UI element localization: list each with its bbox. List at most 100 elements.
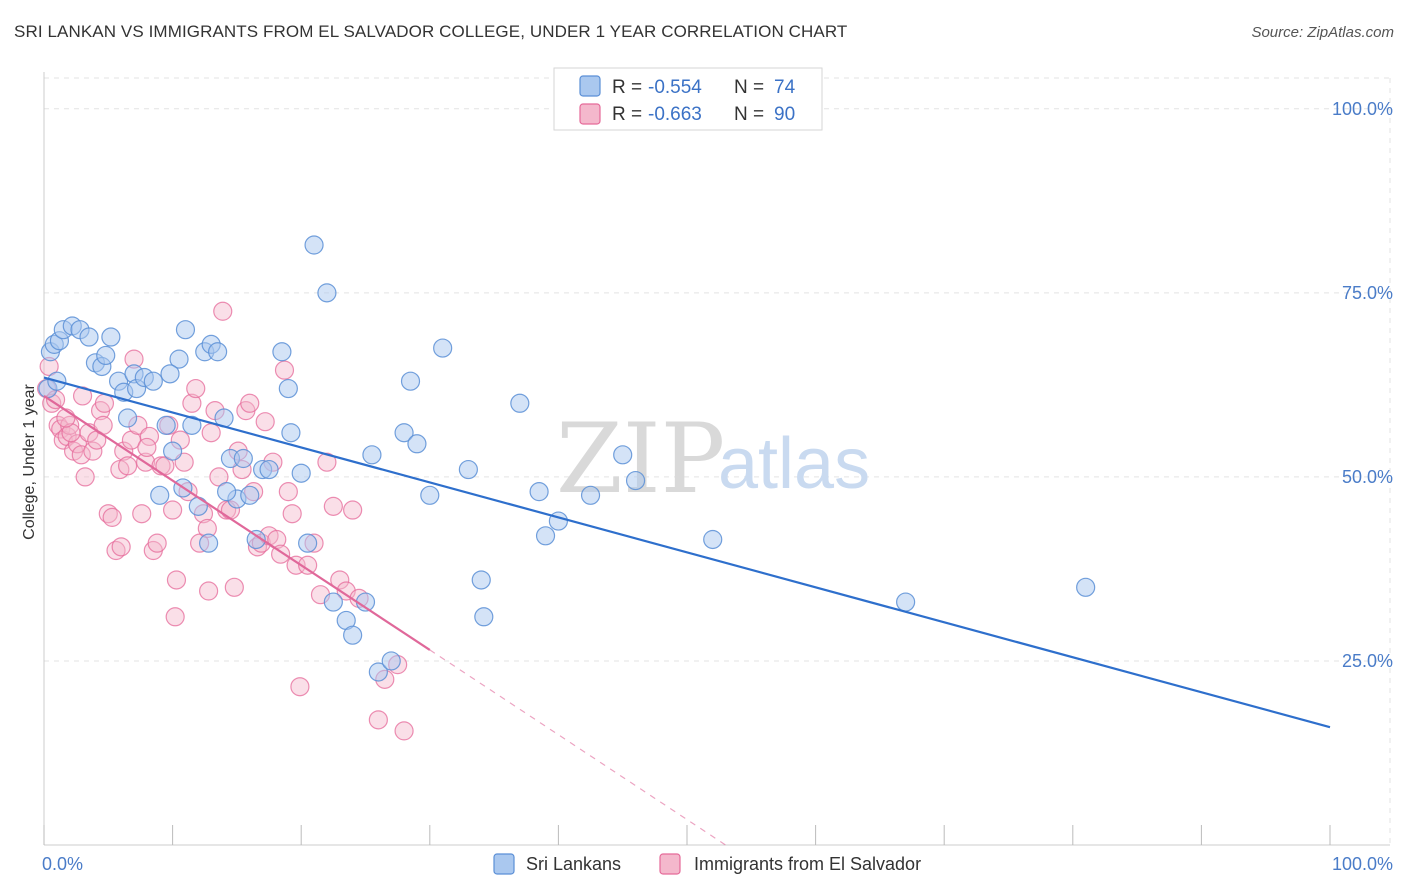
point-el-salvador-73 xyxy=(323,496,343,516)
point-sri-lankans-54 xyxy=(400,371,421,391)
point-el-salvador-72 xyxy=(317,452,337,472)
point-el-salvador-82 xyxy=(165,607,185,627)
x-tick-labels: 0.0% 100.0% xyxy=(42,854,1393,874)
point-sri-lankans-51 xyxy=(368,662,388,682)
watermark-zip: ZIP xyxy=(556,403,725,515)
point-sri-lankans-20 xyxy=(156,415,176,435)
point-el-salvador-83 xyxy=(199,581,219,601)
point-el-salvador-23 xyxy=(117,456,138,476)
point-el-salvador-59 xyxy=(255,412,275,432)
point-el-salvador-81 xyxy=(394,721,414,741)
point-sri-lankans-53 xyxy=(394,423,414,443)
point-el-salvador-17 xyxy=(94,393,115,413)
point-el-salvador-31 xyxy=(147,533,167,553)
point-sri-lankans-61 xyxy=(510,393,530,413)
watermark: ZIP atlas xyxy=(556,403,870,515)
point-el-salvador-14 xyxy=(83,441,103,461)
point-sri-lankans-34 xyxy=(233,448,253,469)
y-axis-label: College, Under 1 year xyxy=(21,384,38,540)
series-legend-label-el-salvador: Immigrants from El Salvador xyxy=(694,854,921,874)
watermark-atlas: atlas xyxy=(718,424,870,504)
point-sri-lankans-72 xyxy=(160,364,180,384)
legend-n-value-1: 74 xyxy=(774,77,796,98)
series-legend-swatch-pink xyxy=(659,853,681,875)
legend-n-label-1: N = xyxy=(734,77,764,98)
series-legend-swatch-blue xyxy=(493,853,515,875)
legend-n-value-2: 90 xyxy=(774,104,795,125)
y-tick-label-0: 25.0% xyxy=(1342,651,1393,671)
point-sri-lankans-38 xyxy=(259,459,279,480)
legend-r-label-1: R = xyxy=(612,77,642,98)
point-sri-lankans-19 xyxy=(150,485,170,505)
point-el-salvador-20 xyxy=(106,540,126,561)
point-sri-lankans-28 xyxy=(199,533,219,553)
legend-r-value-1: -0.554 xyxy=(648,77,702,98)
axes xyxy=(43,72,1390,846)
point-sri-lankans-10 xyxy=(96,345,116,366)
point-el-salvador-41 xyxy=(186,378,206,399)
x-tick-label-0: 0.0% xyxy=(42,854,83,874)
point-sri-lankans-50 xyxy=(362,445,382,465)
series-legend-label-sri-lankans: Sri Lankans xyxy=(526,854,621,874)
point-sri-lankans-56 xyxy=(420,485,440,505)
point-el-salvador-12 xyxy=(75,467,95,487)
trend-lines xyxy=(43,376,1331,846)
point-el-salvador-19 xyxy=(102,507,122,527)
point-sri-lankans-71 xyxy=(217,482,237,502)
point-sri-lankans-35 xyxy=(240,485,260,505)
point-el-salvador-47 xyxy=(209,467,229,487)
point-sri-lankans-70 xyxy=(1076,577,1096,597)
point-sri-lankans-58 xyxy=(458,459,478,480)
point-sri-lankans-67 xyxy=(625,470,646,491)
point-sri-lankans-21 xyxy=(163,441,183,461)
point-el-salvador-67 xyxy=(286,555,306,575)
correlation-legend: R = -0.554 N = 74 R = -0.663 N = 90 xyxy=(553,67,823,131)
trend-line-el-salvador xyxy=(43,395,431,651)
point-el-salvador-51 xyxy=(224,577,244,597)
point-sri-lankans-43 xyxy=(298,533,318,553)
point-sri-lankans-65 xyxy=(580,485,601,505)
trend-line-sri-lankans xyxy=(43,376,1331,729)
point-el-salvador-55 xyxy=(240,393,260,413)
point-sri-lankans-52 xyxy=(381,651,401,671)
x-tick-label-1: 100.0% xyxy=(1332,854,1393,874)
legend-swatch-blue xyxy=(579,75,601,97)
point-sri-lankans-66 xyxy=(613,445,633,465)
legend-r-value-2: -0.663 xyxy=(648,104,702,125)
point-sri-lankans-40 xyxy=(278,378,298,399)
point-sri-lankans-48 xyxy=(343,625,363,645)
point-el-salvador-18 xyxy=(98,504,118,524)
point-el-salvador-27 xyxy=(132,504,152,524)
point-sri-lankans-25 xyxy=(182,415,202,435)
legend-r-label-2: R = xyxy=(612,104,642,125)
point-el-salvador-45 xyxy=(201,423,221,443)
point-el-salvador-66 xyxy=(282,504,302,524)
point-el-salvador-74 xyxy=(330,570,350,590)
chart-title: SRI LANKAN VS IMMIGRANTS FROM EL SALVADO… xyxy=(14,22,848,41)
point-el-salvador-38 xyxy=(174,452,194,472)
y-tick-label-2: 75.0% xyxy=(1342,283,1393,303)
point-el-salvador-76 xyxy=(343,500,363,520)
point-el-salvador-64 xyxy=(274,360,295,380)
point-el-salvador-10 xyxy=(67,434,88,454)
point-el-salvador-89 xyxy=(56,408,76,428)
point-sri-lankans-59 xyxy=(471,570,491,590)
series-legend: Sri Lankans Immigrants from El Salvador xyxy=(493,853,921,875)
point-sri-lankans-7 xyxy=(79,327,99,347)
point-sri-lankans-30 xyxy=(208,342,228,362)
point-el-salvador-78 xyxy=(368,710,388,730)
point-sri-lankans-26 xyxy=(188,496,208,516)
point-el-salvador-40 xyxy=(182,393,202,413)
point-el-salvador-68 xyxy=(290,677,310,697)
y-tick-label-1: 50.0% xyxy=(1342,467,1393,487)
chart-source: Source: ZipAtlas.com xyxy=(1251,24,1394,41)
point-el-salvador-87 xyxy=(111,537,131,557)
point-el-salvador-11 xyxy=(71,445,91,465)
point-sri-lankans-14 xyxy=(117,408,138,428)
point-sri-lankans-39 xyxy=(272,342,292,362)
y-tick-label-3: 100.0% xyxy=(1332,99,1393,119)
point-el-salvador-35 xyxy=(163,500,183,520)
point-sri-lankans-36 xyxy=(246,529,266,550)
point-sri-lankans-42 xyxy=(291,463,311,483)
